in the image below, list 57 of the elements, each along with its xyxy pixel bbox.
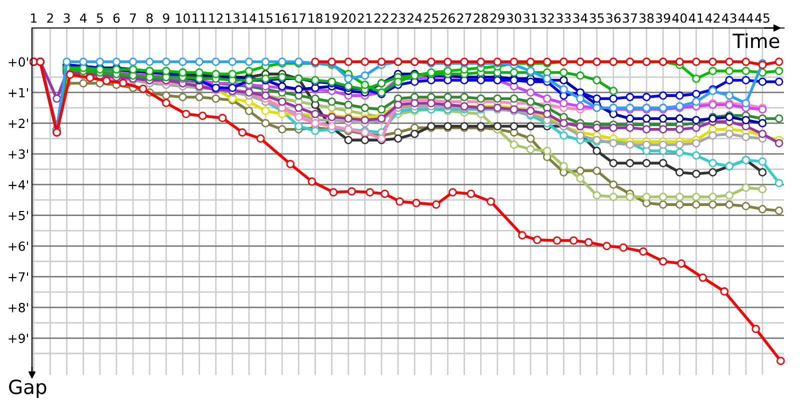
x-tick-label: 5 [96, 14, 103, 23]
x-tick-label: 31 [524, 13, 538, 23]
x-tick-label: 8 [146, 13, 153, 23]
x-tick-label: 26 [440, 13, 455, 23]
x-tick-label: 27 [457, 13, 472, 23]
y-tick-label: +8' [8, 302, 28, 312]
x-tick-label: 40 [672, 13, 687, 23]
x-tick-label: 22 [374, 13, 388, 23]
y-tick-label: +4' [8, 180, 28, 190]
y-tick-label: +6' [8, 242, 28, 251]
y-tick-label: +0' [8, 57, 28, 67]
x-tick-label: 29 [490, 13, 505, 23]
x-tick-label: 44 [738, 14, 754, 23]
x-tick-label: 15 [258, 14, 272, 23]
x-tick-label: 1 [31, 14, 36, 23]
x-tick-label: 17 [292, 14, 306, 23]
x-tick-label: 11 [192, 14, 206, 23]
y-tick-label: +1' [8, 88, 28, 98]
x-tick-label: 10 [176, 13, 190, 23]
x-tick-label: 35 [590, 13, 604, 23]
y-tick-label: +3' [8, 149, 28, 159]
x-tick-label: 42 [705, 13, 720, 23]
x-tick-label: 30 [507, 13, 522, 23]
x-tick-label: 16 [276, 13, 290, 23]
x-tick-label: 24 [408, 13, 422, 23]
x-tick-label: 25 [424, 13, 438, 23]
y-tick-label: +9' [8, 334, 28, 344]
x-tick-label: 28 [474, 13, 488, 23]
y-tick-label: +5' [8, 210, 28, 220]
x-tick-label: 19 [325, 13, 339, 23]
x-axis-title: Time [732, 33, 780, 48]
y-tick-label: +7' [8, 272, 28, 282]
x-tick-label: 7 [130, 14, 136, 23]
x-tick-label: 33 [556, 13, 571, 23]
x-tick-label: 36 [606, 13, 621, 23]
x-tick-label: 18 [308, 13, 322, 23]
y-axis-title: Gap [9, 380, 46, 398]
x-tick-label: 2 [47, 13, 53, 23]
x-tick-label: 37 [622, 13, 637, 23]
x-tick-label: 20 [341, 13, 356, 23]
x-tick-label: 45 [755, 14, 770, 23]
x-tick-label: 3 [64, 13, 70, 23]
x-tick-label: 12 [209, 13, 223, 23]
x-tick-label: 21 [358, 13, 372, 23]
x-tick-label: 32 [540, 13, 554, 23]
x-tick-label: 43 [722, 13, 736, 23]
x-tick-label: 9 [162, 13, 170, 23]
x-tick-label: 4 [80, 14, 87, 23]
x-tick-label: 34 [573, 13, 588, 23]
x-tick-label: 38 [640, 13, 654, 23]
x-tick-label: 41 [688, 14, 704, 23]
x-tick-label: 13 [226, 13, 240, 23]
x-tick-label: 39 [656, 13, 670, 23]
x-tick-label: 6 [113, 13, 120, 23]
x-tick-label: 14 [242, 14, 256, 23]
x-tick-label: 23 [391, 13, 406, 23]
y-tick-label: +2' [8, 118, 28, 128]
